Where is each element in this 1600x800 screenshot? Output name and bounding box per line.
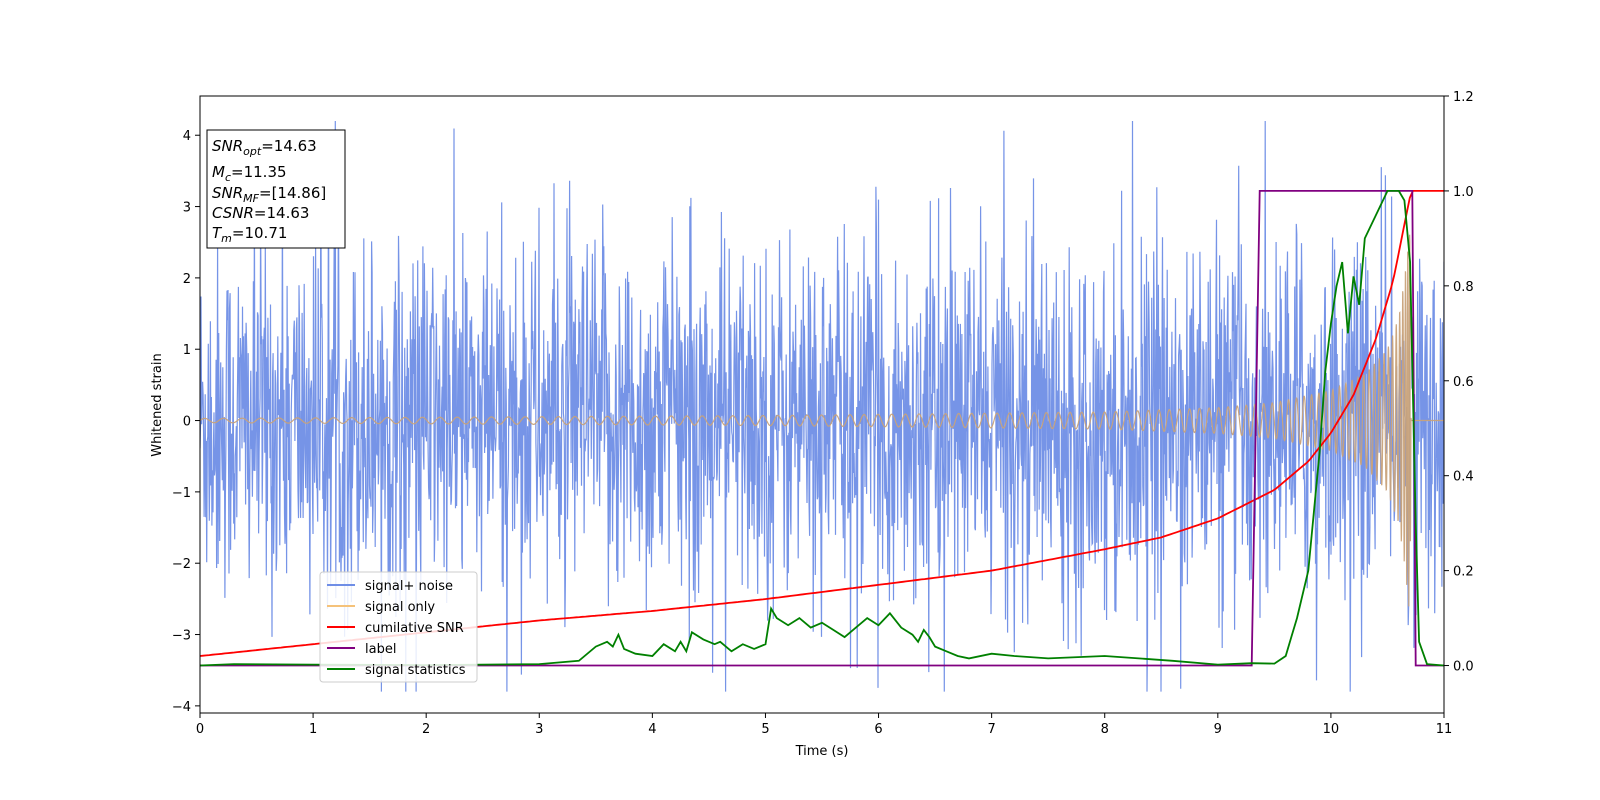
ticks-layer: 0 1 2 3 4 5 6 7 8 9 10 11 −4 −3 −2 −1 0 1 2 3 4 0.0 0.2 0.4 0.6 0… — [172, 90, 1474, 737]
info-snr-mf: SNRMF=[14.86] — [212, 184, 326, 205]
x-tick-label: 0 — [196, 722, 204, 737]
info-box: SNRopt=14.63 Mc=11.35 SNRMF=[14.86] CSNR… — [206, 129, 346, 249]
legend-frame — [319, 571, 478, 683]
x-axis-label: Time (s) — [795, 744, 849, 759]
legend-label-label: label — [365, 642, 396, 657]
info-tm: Tm=10.71 — [212, 224, 287, 245]
x-tick-label: 2 — [422, 722, 430, 737]
y-right-tick-label: 1.0 — [1453, 185, 1474, 200]
series-layer — [200, 120, 1444, 692]
legend-entry-label: label — [327, 642, 396, 657]
y-axis-label: Whitened strain — [150, 353, 165, 456]
x-tick-label: 5 — [761, 722, 769, 737]
x-tick-label: 6 — [874, 722, 882, 737]
y-left-tick-label: 4 — [183, 129, 191, 144]
x-tick-label: 8 — [1101, 722, 1109, 737]
legend-label-signal-statistics: signal statistics — [365, 663, 466, 678]
y-left-tick-label: −3 — [172, 629, 191, 644]
legend-entry-signal-noise: signal+ noise — [327, 579, 453, 594]
info-snr-opt: SNRopt=14.63 — [212, 137, 317, 158]
legend-label-signal-noise: signal+ noise — [365, 579, 453, 594]
legend-entry-signal-statistics: signal statistics — [327, 663, 466, 678]
legend-label-cumulative-snr: cumilative SNR — [365, 621, 464, 636]
info-csnr: CSNR=14.63 — [212, 204, 309, 222]
x-tick-label: 10 — [1323, 722, 1340, 737]
y-right-tick-label: 0.0 — [1453, 660, 1474, 675]
x-tick-label: 7 — [987, 722, 995, 737]
series-signal-only — [200, 234, 1444, 607]
legend-entry-signal-only: signal only — [327, 600, 435, 615]
y-right-tick-label: 0.8 — [1453, 280, 1474, 295]
legend-entry-cumulative-snr: cumilative SNR — [327, 621, 464, 636]
y-right-tick-label: 0.6 — [1453, 375, 1474, 390]
legend-label-signal-only: signal only — [365, 600, 435, 615]
series-signal-statistics — [200, 190, 1444, 667]
y-left-tick-label: 0 — [183, 415, 191, 430]
legend: signal+ noise signal only cumilative SNR… — [319, 571, 478, 683]
y-left-tick-label: 3 — [183, 201, 191, 216]
y-right-tick-label: 0.4 — [1453, 470, 1474, 485]
y-right-tick-label: 0.2 — [1453, 565, 1474, 580]
y-left-tick-label: 2 — [183, 272, 191, 287]
series-label — [200, 190, 1444, 667]
y-left-tick-label: 1 — [183, 343, 191, 358]
y-left-tick-label: −1 — [172, 486, 191, 501]
x-tick-label: 1 — [309, 722, 317, 737]
y-left-tick-label: −2 — [172, 557, 191, 572]
series-signal-noise — [200, 120, 1444, 692]
y-right-tick-label: 1.2 — [1453, 90, 1474, 105]
x-tick-label: 11 — [1436, 722, 1453, 737]
info-mc: Mc=11.35 — [212, 163, 287, 184]
x-tick-label: 3 — [535, 722, 543, 737]
y-left-tick-label: −4 — [172, 700, 191, 715]
x-tick-label: 9 — [1214, 722, 1222, 737]
x-tick-label: 4 — [648, 722, 656, 737]
info-box-frame — [206, 129, 346, 249]
plot-frame — [199, 95, 1445, 714]
